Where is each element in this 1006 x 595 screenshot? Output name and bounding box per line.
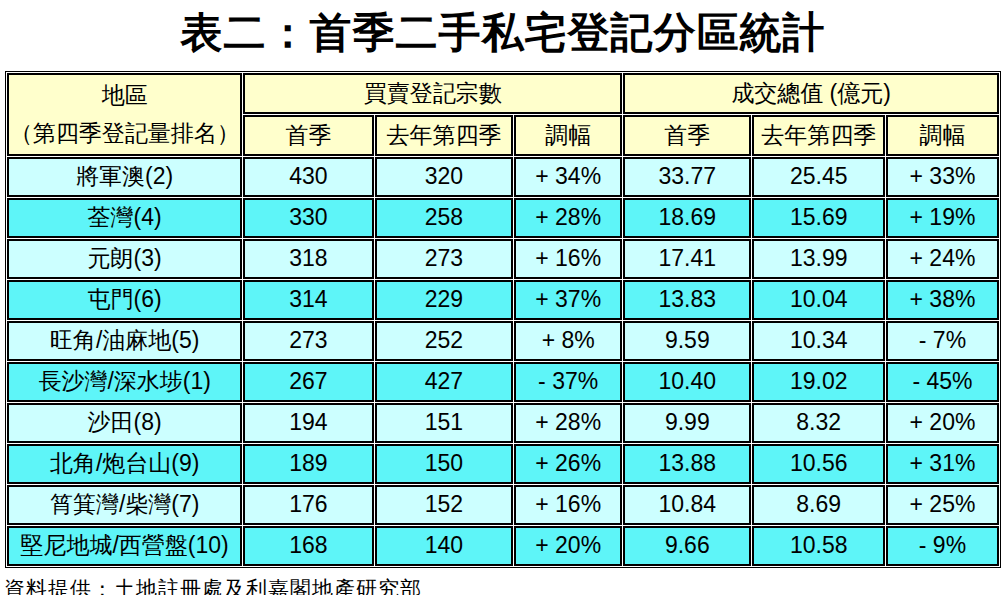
cell-val-change: + 31% [886,444,999,484]
cell-reg-q4: 150 [375,444,514,484]
table-row: 長沙灣/深水埗(1) 267 427 - 37% 10.40 19.02 - 4… [7,362,999,402]
cell-district: 旺角/油麻地(5) [7,321,242,361]
header-district-sublabel: （第四季登記量排名） [9,114,240,152]
cell-val-q1: 9.99 [623,403,751,443]
cell-val-change: + 38% [886,280,999,320]
cell-reg-q4: 252 [375,321,514,361]
cell-reg-q4: 273 [375,239,514,279]
cell-reg-q1: 430 [243,157,373,197]
cell-val-q1: 13.83 [623,280,751,320]
table-row: 旺角/油麻地(5) 273 252 + 8% 9.59 10.34 - 7% [7,321,999,361]
cell-val-q4: 10.04 [752,280,884,320]
cell-val-q4: 15.69 [752,198,884,238]
cell-val-change: - 9% [886,526,999,566]
header-value-group: 成交總值 (億元) [623,73,999,114]
cell-reg-q4: 258 [375,198,514,238]
cell-reg-change: + 8% [514,321,622,361]
cell-val-q1: 33.77 [623,157,751,197]
cell-reg-change: + 16% [514,239,622,279]
header-val-q1: 首季 [623,115,751,156]
cell-reg-change: + 26% [514,444,622,484]
cell-val-q1: 10.40 [623,362,751,402]
cell-val-q1: 18.69 [623,198,751,238]
table-row: 將軍澳(2) 430 320 + 34% 33.77 25.45 + 33% [7,157,999,197]
cell-reg-q4: 151 [375,403,514,443]
header-val-change: 調幅 [886,115,999,156]
cell-val-change: + 33% [886,157,999,197]
cell-val-q4: 25.45 [752,157,884,197]
cell-val-q1: 9.66 [623,526,751,566]
cell-district: 元朗(3) [7,239,242,279]
table-row: 堅尼地城/西營盤(10) 168 140 + 20% 9.66 10.58 - … [7,526,999,566]
table-row: 元朗(3) 318 273 + 16% 17.41 13.99 + 24% [7,239,999,279]
header-district: 地區 （第四季登記量排名） [7,73,242,156]
cell-reg-q1: 273 [243,321,373,361]
cell-district: 北角/炮台山(9) [7,444,242,484]
cell-val-q4: 8.69 [752,485,884,525]
cell-reg-change: + 28% [514,198,622,238]
cell-district: 堅尼地城/西營盤(10) [7,526,242,566]
header-reg-change: 調幅 [514,115,622,156]
cell-val-change: - 7% [886,321,999,361]
cell-val-q4: 8.32 [752,403,884,443]
header-row-groups: 地區 （第四季登記量排名） 買賣登記宗數 成交總值 (億元) [7,73,999,114]
cell-reg-q1: 318 [243,239,373,279]
cell-district: 將軍澳(2) [7,157,242,197]
cell-reg-q4: 427 [375,362,514,402]
cell-district: 屯門(6) [7,280,242,320]
cell-val-q1: 17.41 [623,239,751,279]
table-row: 屯門(6) 314 229 + 37% 13.83 10.04 + 38% [7,280,999,320]
cell-reg-q1: 267 [243,362,373,402]
header-registrations-group: 買賣登記宗數 [243,73,622,114]
cell-val-change: - 45% [886,362,999,402]
table-row: 筲箕灣/柴灣(7) 176 152 + 16% 10.84 8.69 + 25% [7,485,999,525]
table-row: 荃灣(4) 330 258 + 28% 18.69 15.69 + 19% [7,198,999,238]
cell-val-q1: 10.84 [623,485,751,525]
cell-val-change: + 24% [886,239,999,279]
cell-reg-change: + 28% [514,403,622,443]
cell-reg-q4: 229 [375,280,514,320]
cell-reg-q1: 194 [243,403,373,443]
cell-val-q4: 13.99 [752,239,884,279]
cell-reg-q1: 189 [243,444,373,484]
cell-val-q4: 10.34 [752,321,884,361]
cell-reg-change: + 34% [514,157,622,197]
cell-district: 筲箕灣/柴灣(7) [7,485,242,525]
header-reg-q4: 去年第四季 [375,115,514,156]
cell-reg-q1: 314 [243,280,373,320]
cell-val-q1: 13.88 [623,444,751,484]
cell-val-change: + 20% [886,403,999,443]
cell-reg-change: - 37% [514,362,622,402]
cell-val-q4: 19.02 [752,362,884,402]
cell-reg-q4: 140 [375,526,514,566]
data-source-note: 資料提供：土地註冊處及利嘉閣地產研究部 [4,575,1006,595]
cell-reg-q1: 176 [243,485,373,525]
page: 表二：首季二手私宅登記分區統計 地區 （第四季登記量排名） 買賣登記宗數 成交總… [0,0,1006,595]
page-title: 表二：首季二手私宅登記分區統計 [0,4,1006,63]
cell-reg-q4: 320 [375,157,514,197]
cell-reg-change: + 20% [514,526,622,566]
cell-reg-q4: 152 [375,485,514,525]
table-row: 沙田(8) 194 151 + 28% 9.99 8.32 + 20% [7,403,999,443]
district-statistics-table: 地區 （第四季登記量排名） 買賣登記宗數 成交總值 (億元) 首季 去年第四季 … [5,71,1001,568]
header-val-q4: 去年第四季 [752,115,884,156]
cell-district: 荃灣(4) [7,198,242,238]
header-reg-q1: 首季 [243,115,373,156]
cell-reg-change: + 16% [514,485,622,525]
cell-district: 長沙灣/深水埗(1) [7,362,242,402]
cell-reg-change: + 37% [514,280,622,320]
cell-val-change: + 25% [886,485,999,525]
cell-reg-q1: 330 [243,198,373,238]
header-district-label: 地區 [9,76,240,114]
cell-district: 沙田(8) [7,403,242,443]
cell-val-q4: 10.56 [752,444,884,484]
cell-reg-q1: 168 [243,526,373,566]
cell-val-change: + 19% [886,198,999,238]
cell-val-q1: 9.59 [623,321,751,361]
cell-val-q4: 10.58 [752,526,884,566]
table-row: 北角/炮台山(9) 189 150 + 26% 13.88 10.56 + 31… [7,444,999,484]
